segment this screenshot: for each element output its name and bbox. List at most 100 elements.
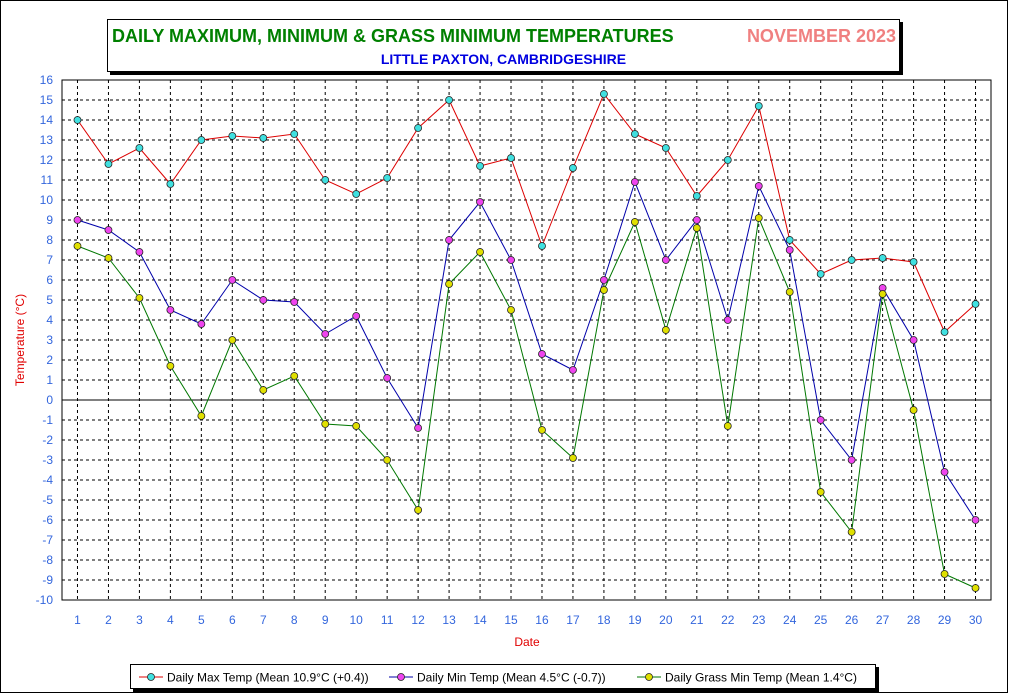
y-tick-label: -8: [42, 553, 53, 567]
x-tick-label: 11: [381, 613, 394, 627]
data-point-s2: [909, 336, 918, 344]
data-point-s2: [847, 456, 856, 464]
x-axis-label: Date: [514, 635, 540, 649]
data-point-s3: [692, 224, 701, 232]
x-tick-label: 24: [783, 613, 797, 627]
data-point-s2: [507, 256, 515, 264]
x-tick-label: 27: [876, 613, 890, 627]
data-point-s3: [414, 506, 423, 514]
data-point-s2: [352, 312, 361, 320]
data-point-s3: [445, 280, 453, 288]
data-point-s2: [754, 182, 763, 190]
data-point-s3: [135, 294, 144, 302]
chart-title: DAILY MAXIMUM, MINIMUM & GRASS MINIMUM T…: [112, 26, 674, 46]
data-point-s2: [816, 416, 825, 424]
y-tick-label: 13: [40, 133, 54, 147]
y-tick-label: 7: [46, 253, 53, 267]
data-point-s3: [259, 386, 268, 394]
y-tick-label: -7: [42, 533, 53, 547]
x-tick-label: 23: [752, 613, 766, 627]
data-point-s2: [785, 246, 794, 254]
y-tick-label: 2: [46, 353, 53, 367]
data-point-s1: [600, 90, 608, 98]
data-point-s3: [352, 422, 361, 430]
x-tick-label: 26: [845, 613, 859, 627]
data-point-s2: [104, 226, 113, 234]
y-axis-label: Temperature (°C): [13, 294, 27, 386]
data-point-s3: [104, 254, 113, 262]
data-point-s1: [104, 160, 113, 168]
x-tick-label: 15: [504, 613, 518, 627]
x-tick-label: 25: [814, 613, 828, 627]
x-tick-label: 28: [907, 613, 921, 627]
y-tick-label: -9: [42, 573, 53, 587]
series-line-1: [77, 93, 976, 333]
title-box: DAILY MAXIMUM, MINIMUM & GRASS MINIMUM T…: [107, 19, 900, 72]
data-point-s1: [940, 328, 949, 336]
series-line-3: [77, 216, 976, 589]
y-tick-label: 15: [40, 93, 54, 107]
data-point-s2: [661, 256, 670, 264]
x-tick-label: 17: [566, 613, 580, 627]
data-point-s1: [971, 300, 980, 308]
x-tick-label: 19: [628, 613, 642, 627]
data-point-s2: [228, 276, 237, 284]
data-point-s3: [290, 372, 299, 380]
x-tick-label: 10: [350, 613, 364, 627]
data-point-s3: [569, 454, 577, 462]
y-tick-label: 0: [46, 393, 53, 407]
data-point-s1: [321, 176, 330, 184]
data-point-s1: [785, 236, 794, 244]
data-point-s3: [723, 422, 732, 430]
data-point-s3: [630, 218, 639, 226]
y-tick-label: 14: [40, 113, 54, 127]
x-tick-label: 16: [535, 613, 549, 627]
x-tick-label: 20: [659, 613, 673, 627]
data-point-s3: [940, 570, 949, 578]
data-point-s1: [197, 136, 206, 144]
x-tick-label: 12: [411, 613, 425, 627]
data-point-s1: [538, 242, 546, 250]
y-tick-label: 11: [41, 173, 54, 187]
data-point-s2: [630, 178, 639, 186]
legend: Daily Max Temp (Mean 10.9°C (+0.4)) Daily…: [130, 664, 876, 689]
data-point-s2: [723, 316, 732, 324]
y-tick-label: 4: [46, 313, 53, 327]
x-tick-label: 3: [136, 613, 143, 627]
data-point-s2: [290, 298, 299, 306]
x-tick-label: 6: [229, 613, 236, 627]
y-tick-label: -10: [36, 593, 54, 607]
data-point-s3: [785, 288, 794, 296]
data-point-s2: [259, 296, 268, 304]
plot-area: [61, 79, 992, 601]
data-point-s2: [600, 276, 608, 284]
data-point-s2: [197, 320, 206, 328]
data-point-s3: [197, 412, 206, 420]
x-tick-label: 9: [322, 613, 329, 627]
x-tick-label: 5: [198, 613, 205, 627]
data-point-s3: [600, 286, 608, 294]
data-point-s2: [166, 306, 175, 314]
y-tick-label: -5: [42, 493, 53, 507]
data-point-s1: [445, 96, 453, 104]
x-tick-label: 21: [690, 613, 704, 627]
y-tick-label: -3: [42, 453, 53, 467]
data-point-s1: [630, 130, 639, 138]
data-point-s2: [383, 374, 392, 382]
data-point-s2: [73, 216, 82, 224]
y-tick-label: 12: [40, 153, 54, 167]
data-point-s2: [538, 350, 546, 358]
y-tick-label: -4: [42, 473, 53, 487]
data-point-s2: [569, 366, 577, 374]
x-tick-label: 22: [721, 613, 735, 627]
data-point-s2: [445, 236, 453, 244]
x-tick-label: 29: [938, 613, 952, 627]
data-point-s1: [73, 116, 82, 124]
x-tick-label: 2: [105, 613, 112, 627]
y-tick-label: -2: [42, 433, 53, 447]
data-point-s3: [228, 336, 237, 344]
x-tick-label: 14: [473, 613, 487, 627]
data-point-s1: [228, 132, 237, 140]
